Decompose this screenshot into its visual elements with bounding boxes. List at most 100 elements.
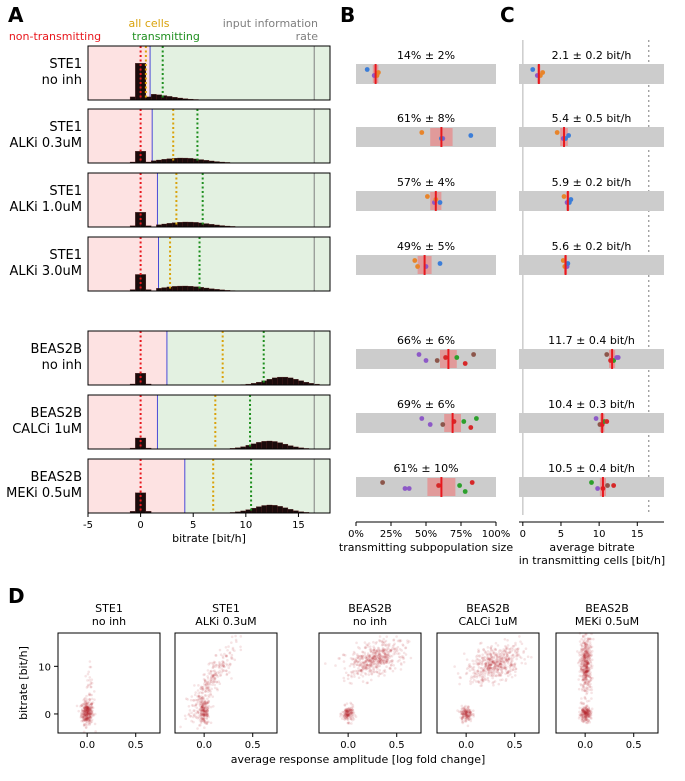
transmitting-region [150,46,330,100]
row-label-line2: CALCi 1uM [12,422,82,437]
scatter-point [503,650,506,653]
scatter-point [197,689,200,692]
x-tick-label: 50% [415,529,437,540]
x-tick-label: 25% [380,529,402,540]
scatter-point [504,638,507,641]
gray-band [519,413,664,433]
scatter-point [586,651,589,654]
scatter-point [186,698,189,701]
scatter-point [509,673,512,676]
scatter-point [366,682,369,685]
histogram-bar [141,151,146,163]
scatter-point [225,655,228,658]
scatter-point [369,662,372,665]
scatter-point [514,670,517,673]
gray-band [519,127,664,147]
histogram-bar [183,222,188,227]
scatter-point [349,665,352,668]
scatter-point [91,678,94,681]
scatter-point [343,667,346,670]
scatter-point [388,662,391,665]
scatter-point [352,706,355,709]
replicate-point [435,358,440,363]
scatter-point [353,661,356,664]
scatter-point [345,715,348,718]
scatter-point [200,700,203,703]
scatter-point [381,641,384,644]
x-axis-label-line1: average bitrate [549,541,634,554]
scatter-point [498,650,501,653]
scatter-point [93,690,96,693]
scatter-point [393,650,396,653]
scatter-point [89,660,92,663]
histogram-bar [177,286,182,291]
scatter-point [515,668,518,671]
scatter-point [372,667,375,670]
scatter-point [196,699,199,702]
scatter-point [481,676,484,679]
scatter-point [209,673,212,676]
scatter-point [203,682,206,685]
scatter-point [196,710,199,713]
row-label-line2: ALKi 1.0uM [9,200,82,215]
scatter-point [462,714,465,717]
replicate-point [611,483,616,488]
histogram-bar [141,438,146,449]
scatter-point [350,674,353,677]
scatter-point [393,644,396,647]
scatter-point [91,710,94,713]
row-label-line2: no inh [42,73,82,88]
scatter-point [591,688,594,691]
scatter-point [358,676,361,679]
scatter-point [509,667,512,670]
scatter-point [87,673,90,676]
scatter-point [585,718,588,721]
scatter-point [585,693,588,696]
scatter-point [586,640,589,643]
scatter-point [581,719,584,722]
scatter-point [87,684,90,687]
row-label-line1: BEAS2B [31,406,82,421]
scatter-point [578,661,581,664]
scatter-point [343,718,346,721]
x-tick-label: 100% [482,529,511,540]
scatter-point [494,668,497,671]
band-row: 61% ± 8% [356,112,496,147]
scatter-point [576,650,579,653]
scatter-point [203,717,206,720]
scatter-point [472,709,475,712]
row-label-line2: ALKi 0.3uM [9,136,82,151]
histogram-bar [283,444,288,449]
scatter-point [494,648,497,651]
scatter-point [483,657,486,660]
plot-title-line2: MEKi 0.5uM [575,615,639,628]
scatter-point [363,652,366,655]
panel-b-subpopulation: 14% ± 2%61% ± 8%57% ± 4%49% ± 5%66% ± 6%… [339,49,513,554]
panel-letter-d: D [8,584,25,608]
scatter-point [487,657,490,660]
replicate-point [605,483,610,488]
scatter-point [363,668,366,671]
scatter-point [477,680,480,683]
replicate-point [474,416,479,421]
scatter-point [81,704,84,707]
scatter-point [366,661,369,664]
scatter-point [365,673,368,676]
scatter-point [378,673,381,676]
scatter-point [221,668,224,671]
scatter-point [473,669,476,672]
scatter-point [577,678,580,681]
scatter-point [219,649,222,652]
transmitting-region [158,237,330,291]
scatter-point [191,704,194,707]
scatter-point [485,671,488,674]
scatter-point [343,680,346,683]
summary-label: 10.5 ± 0.4 bit/h [548,462,635,475]
plot-title-line1: STE1 [212,602,240,615]
scatter-point [515,658,518,661]
scatter-point [199,691,202,694]
plot-title-line2: ALKi 0.3uM [195,615,256,628]
scatter-point [212,705,215,708]
